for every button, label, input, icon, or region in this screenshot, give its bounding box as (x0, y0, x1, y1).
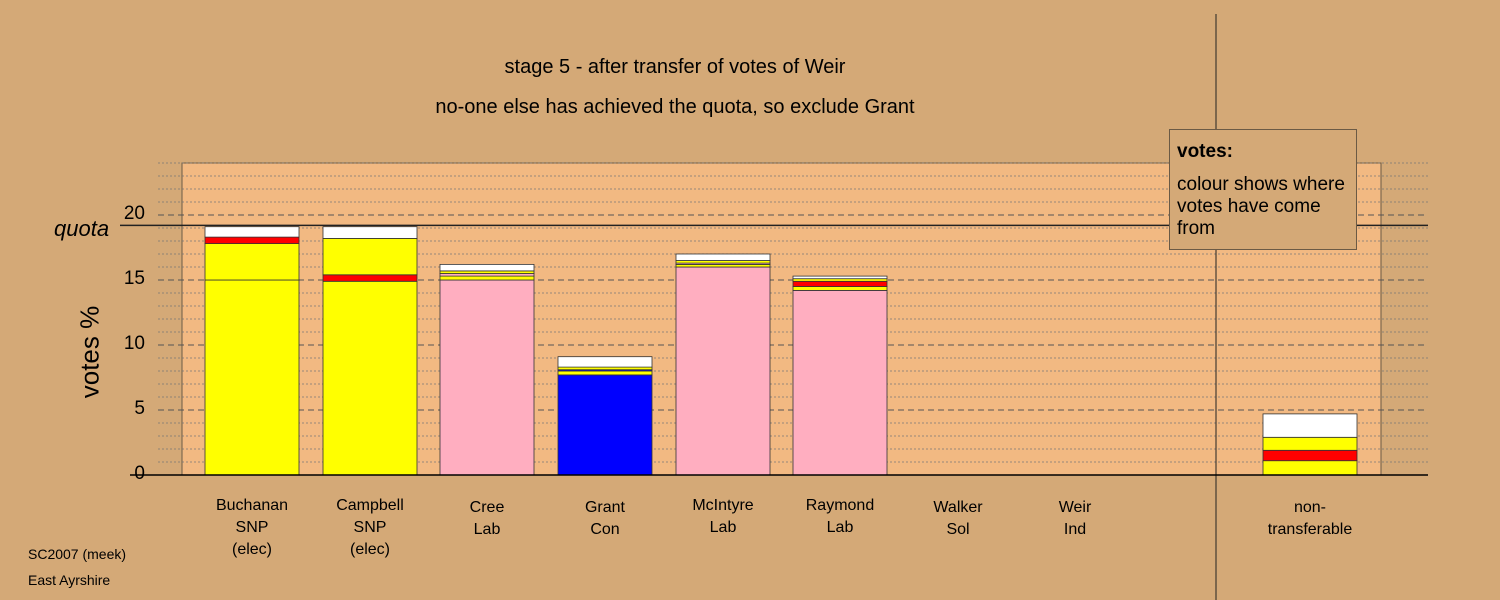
legend-box: votes: colour shows where votes have com… (1169, 129, 1357, 250)
category-label: Campbell SNP (elec) (310, 495, 430, 561)
category-name: Buchanan (215, 497, 289, 514)
bar-segment (322, 280, 418, 476)
bar-segment (557, 374, 653, 476)
category-party: transferable (1267, 521, 1353, 538)
bar-segment (322, 226, 418, 239)
bar-segment (204, 236, 300, 245)
footer-constituency: East Ayrshire (28, 572, 111, 588)
category-name: Campbell (336, 497, 404, 514)
bar-segment (439, 279, 535, 476)
bar-segment (792, 275, 888, 280)
bar-segment (1262, 413, 1358, 438)
category-party: Con (590, 521, 620, 538)
bar-segment (322, 274, 418, 282)
category-label: Cree Lab (427, 497, 547, 541)
y-tick-label: 10 (123, 333, 145, 354)
bar-segment (322, 237, 418, 276)
bar-segment (204, 243, 300, 281)
category-label: Walker Sol (898, 497, 1018, 541)
y-tick-label: 15 (123, 268, 145, 289)
y-tick-label: 20 (123, 203, 145, 224)
y-tick-label: 5 (134, 398, 145, 419)
category-party: Ind (1063, 521, 1087, 538)
bar-segment (204, 279, 300, 476)
category-label: Buchanan SNP (elec) (192, 495, 312, 561)
bar-segment (1262, 436, 1358, 451)
y-axis-label: votes % (74, 305, 105, 399)
category-name: Walker (933, 499, 983, 516)
category-status: (elec) (349, 541, 390, 558)
category-label: Raymond Lab (780, 495, 900, 539)
category-label: Weir Ind (1015, 497, 1135, 541)
category-party: Sol (946, 521, 970, 538)
bar-segment (675, 253, 771, 261)
category-label: non-transferable (1250, 497, 1370, 541)
category-name: Grant (584, 499, 625, 516)
bar-segment (439, 275, 535, 281)
category-name: Weir (1058, 499, 1092, 516)
bar-segment (1262, 460, 1358, 476)
footer-source: SC2007 (meek) (28, 546, 127, 562)
category-party: SNP (235, 519, 269, 536)
category-party: SNP (353, 519, 387, 536)
bar-segment (792, 289, 888, 476)
category-party: Lab (826, 519, 854, 536)
bar-segment (792, 286, 888, 291)
chart-subtitle: no-one else has achieved the quota, so e… (435, 96, 915, 118)
bar-segment (792, 280, 888, 287)
category-name: McIntyre (692, 497, 754, 514)
bar-segment (557, 370, 653, 376)
category-name: Raymond (805, 497, 875, 514)
bar-segment (675, 266, 771, 476)
category-party: Lab (709, 519, 737, 536)
y-tick-label: 0 (134, 463, 145, 484)
legend-text: colour shows where votes have come from (1177, 174, 1345, 239)
category-label: McIntyre Lab (663, 495, 783, 539)
bar-segment (439, 263, 535, 272)
legend-title: votes: (1177, 141, 1233, 162)
bar-segment (557, 356, 653, 368)
bar-segment (204, 226, 300, 238)
category-name: non- (1293, 499, 1327, 516)
bar-segment (1262, 449, 1358, 462)
category-status: (elec) (231, 541, 272, 558)
category-name: Cree (469, 499, 505, 516)
chart-title: stage 5 - after transfer of votes of Wei… (504, 56, 846, 78)
quota-label: quota (54, 216, 110, 241)
category-party: Lab (473, 521, 501, 538)
category-label: Grant Con (545, 497, 665, 541)
